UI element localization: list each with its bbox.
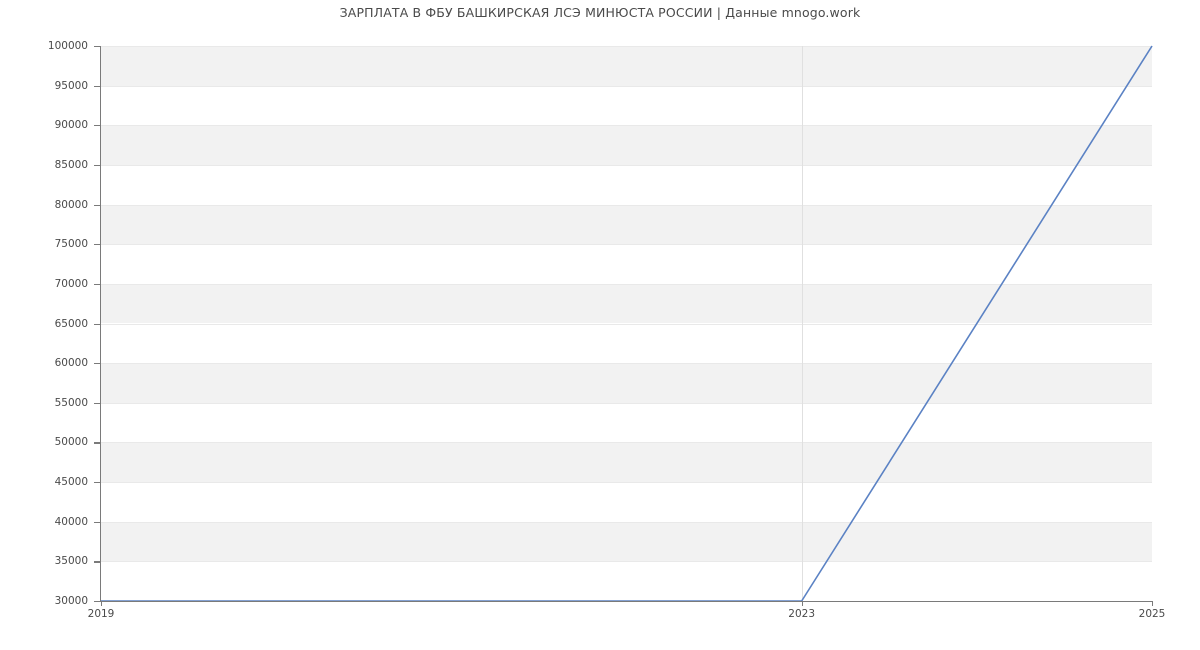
horizontal-gridline xyxy=(101,164,1152,166)
horizontal-gridline xyxy=(101,402,1152,404)
horizontal-gridline xyxy=(101,283,1152,285)
y-tick-mark xyxy=(94,323,101,325)
grid-band xyxy=(101,125,1152,165)
y-tick-label: 40000 xyxy=(54,515,88,528)
grid-band xyxy=(101,204,1152,245)
horizontal-gridline xyxy=(101,521,1152,523)
y-tick-label: 85000 xyxy=(54,158,88,171)
grid-band xyxy=(101,363,1152,403)
y-tick-label: 75000 xyxy=(54,238,88,251)
plot-area xyxy=(101,45,1153,602)
y-tick-mark xyxy=(94,601,101,603)
y-tick-label: 60000 xyxy=(54,357,88,370)
series-line-layer xyxy=(101,45,1153,602)
chart-title: ЗАРПЛАТА В ФБУ БАШКИРСКАЯ ЛСЭ МИНЮСТА РО… xyxy=(339,5,861,20)
horizontal-gridline xyxy=(101,561,1152,563)
x-tick-mark xyxy=(1152,601,1154,606)
horizontal-gridline xyxy=(101,85,1152,87)
y-tick-mark xyxy=(94,521,101,523)
horizontal-gridline xyxy=(101,204,1152,206)
series-line-zarplata xyxy=(101,45,1153,602)
horizontal-gridline xyxy=(101,482,1152,484)
y-tick-mark xyxy=(94,125,101,127)
horizontal-gridline xyxy=(101,46,1152,47)
horizontal-gridline xyxy=(101,244,1152,246)
y-tick-label: 50000 xyxy=(54,436,88,449)
x-tick-mark xyxy=(801,601,803,606)
grid-band xyxy=(101,46,1152,86)
x-tick-label: 2023 xyxy=(788,608,816,620)
y-tick-mark xyxy=(94,402,101,404)
horizontal-gridline xyxy=(101,363,1152,365)
y-tick-mark xyxy=(94,363,101,365)
y-tick-mark xyxy=(94,482,101,484)
horizontal-gridline xyxy=(101,442,1152,444)
y-tick-label: 30000 xyxy=(54,595,88,607)
y-tick-mark xyxy=(94,46,101,48)
y-tick-mark xyxy=(94,85,101,87)
y-tick-label: 35000 xyxy=(54,555,88,568)
x-tick-mark xyxy=(101,601,103,606)
y-tick-mark xyxy=(94,283,101,286)
y-tick-mark xyxy=(94,204,101,206)
horizontal-gridline xyxy=(101,323,1152,325)
grid-band xyxy=(101,283,1152,324)
grid-band xyxy=(101,442,1152,483)
horizontal-gridline xyxy=(101,125,1152,127)
y-tick-label: 95000 xyxy=(54,79,88,92)
x-tick-label: 2025 xyxy=(1138,608,1166,620)
y-tick-mark xyxy=(94,442,101,444)
vertical-gridline xyxy=(801,46,803,601)
y-tick-label: 100000 xyxy=(47,40,88,52)
x-axis-spine xyxy=(101,601,1153,603)
y-tick-label: 70000 xyxy=(54,277,88,290)
y-tick-label: 80000 xyxy=(54,198,88,211)
y-tick-label: 90000 xyxy=(54,119,88,132)
x-tick-label: 2019 xyxy=(87,608,115,620)
y-tick-mark xyxy=(94,244,101,246)
grid-band xyxy=(101,521,1152,562)
y-tick-label: 45000 xyxy=(54,476,88,489)
y-tick-mark xyxy=(94,164,101,167)
y-tick-label: 55000 xyxy=(54,396,88,409)
y-tick-mark xyxy=(94,561,101,563)
y-tick-label: 65000 xyxy=(54,317,88,330)
